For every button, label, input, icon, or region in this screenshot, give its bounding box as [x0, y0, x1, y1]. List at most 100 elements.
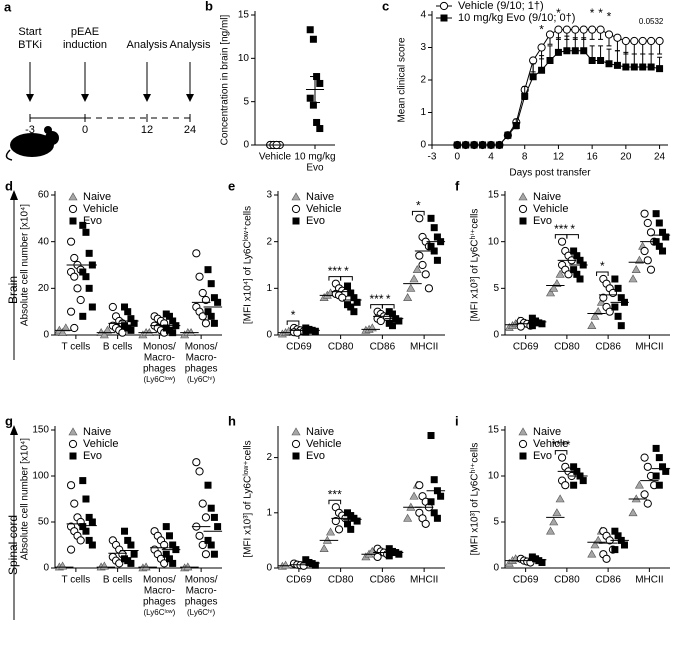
data-point	[613, 33, 622, 42]
x-tick-label: -3	[428, 152, 437, 163]
data-point	[162, 523, 170, 531]
data-point	[628, 508, 638, 517]
data-point	[195, 272, 204, 281]
data-point	[162, 550, 170, 558]
event-label: pEAE	[71, 26, 99, 38]
data-point	[192, 249, 201, 258]
data-point	[554, 25, 563, 34]
x-tick-label: phages	[143, 597, 176, 608]
data-point	[79, 477, 87, 485]
data-point	[409, 274, 419, 283]
x-tick-label: MHCII	[635, 575, 663, 586]
significance-bracket	[411, 210, 425, 216]
data-point	[563, 47, 571, 55]
x-tick-label: Macro-	[186, 586, 217, 597]
data-point	[85, 284, 93, 292]
significance-bracket	[381, 304, 395, 309]
event-tick-label: 24	[184, 124, 196, 136]
data-point	[614, 532, 622, 540]
data-point	[593, 307, 603, 315]
legend-label: Naive	[533, 426, 561, 438]
data-point	[571, 25, 580, 34]
y-tick-label: 15	[238, 10, 250, 21]
data-point	[409, 491, 419, 500]
data-point	[331, 516, 340, 526]
data-point	[85, 249, 93, 257]
data-point	[70, 253, 79, 263]
data-point	[210, 550, 218, 558]
data-point	[643, 499, 652, 508]
data-point	[647, 63, 655, 71]
data-point	[562, 25, 571, 34]
data-point	[204, 308, 212, 316]
data-point	[82, 527, 90, 535]
data-point	[580, 47, 588, 55]
data-point	[538, 66, 546, 74]
data-point	[210, 513, 218, 521]
legend-label: Vehicle	[83, 438, 118, 450]
data-point	[555, 494, 565, 503]
data-point	[604, 30, 614, 39]
x-tick-label: (Ly6Cʰⁱ)	[187, 608, 216, 617]
x-tick-label: phages	[143, 364, 176, 375]
data-point	[316, 125, 324, 133]
y-tick-label: 0	[493, 330, 499, 341]
y-tick-label: 0	[266, 563, 272, 574]
data-point	[311, 561, 319, 569]
x-tick-label: Macro-	[144, 353, 175, 364]
data-point	[529, 73, 537, 81]
data-point	[622, 63, 630, 71]
x-tick-label: Macro-	[186, 353, 217, 364]
data-point	[424, 284, 434, 293]
y-tick-label: 1	[266, 283, 272, 294]
y-tick-label: 3	[420, 42, 426, 53]
data-point	[309, 101, 317, 109]
panel-letter: f	[455, 178, 460, 193]
legend-label: Evo	[306, 215, 325, 227]
data-point	[655, 242, 663, 250]
data-point	[58, 328, 68, 336]
data-point	[570, 247, 578, 255]
data-point	[576, 275, 584, 283]
x-axis-label: Days post transfer	[509, 168, 591, 179]
x-tick-label: CD80	[554, 575, 580, 586]
data-point	[639, 63, 647, 71]
y-tick-label: 50	[38, 517, 50, 528]
data-point	[76, 536, 85, 545]
data-point	[655, 481, 663, 489]
y-tick-label: 5	[493, 517, 499, 528]
data-point	[427, 242, 435, 250]
data-point	[388, 310, 396, 318]
data-point	[643, 462, 652, 471]
x-tick-label: CD69	[286, 575, 312, 586]
legend-label: 10 mg/kg Evo (9/10; 0†)	[458, 12, 575, 24]
data-point	[214, 523, 222, 531]
data-point	[326, 527, 336, 536]
data-point	[350, 294, 358, 302]
data-point	[561, 481, 570, 490]
data-point	[620, 541, 628, 549]
y-axis-label: [MFI x10³] of Ly6Cʰⁱ⁺cells	[470, 209, 481, 322]
data-point	[646, 228, 656, 237]
legend-label: Vehicle	[306, 438, 341, 450]
y-tick-label: 10	[488, 236, 500, 247]
data-point	[412, 265, 422, 273]
data-point	[415, 214, 424, 223]
data-point	[587, 549, 597, 558]
x-tick-label: phages	[185, 597, 218, 608]
annotation: *	[556, 6, 561, 20]
y-tick-label: 0	[243, 140, 249, 151]
data-point	[596, 297, 606, 306]
data-point	[453, 141, 461, 149]
data-point	[647, 36, 656, 46]
side-arrow-head	[10, 425, 18, 435]
data-point	[204, 481, 212, 489]
x-tick-label: (Ly6Cʰⁱ)	[187, 375, 216, 384]
legend-marker	[291, 204, 301, 214]
data-point	[415, 251, 424, 260]
data-point	[528, 322, 536, 330]
panel-letter: h	[228, 413, 236, 428]
data-point	[338, 293, 347, 302]
event-arrow-head	[26, 94, 34, 102]
data-point	[169, 329, 177, 337]
